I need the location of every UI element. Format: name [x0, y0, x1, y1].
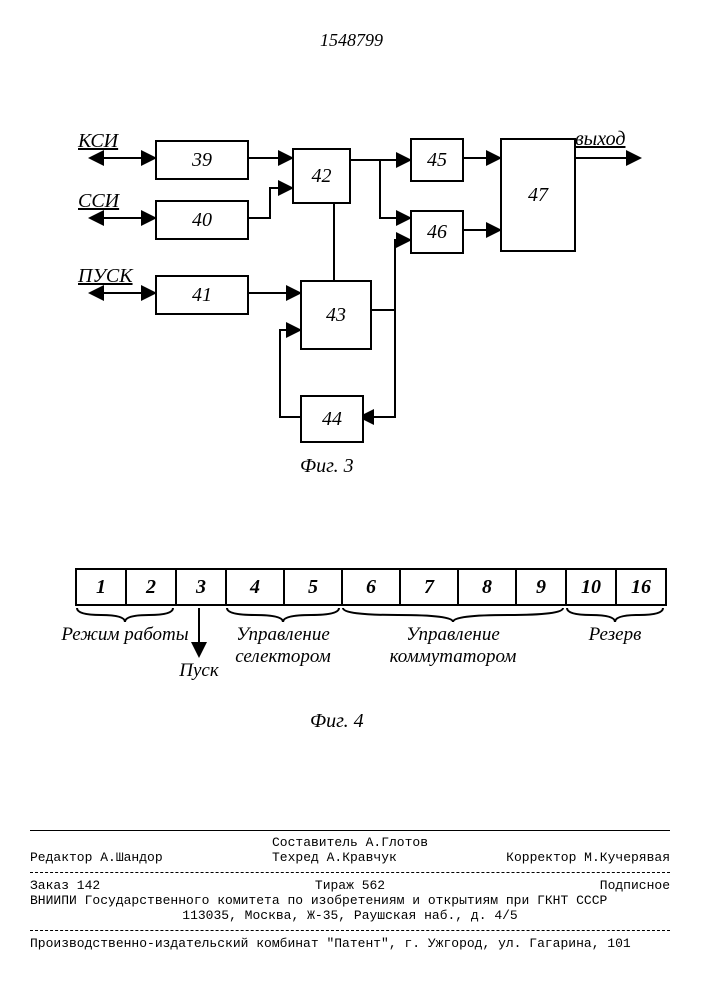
block-47: 47: [500, 138, 576, 252]
block-44: 44: [300, 395, 364, 443]
label-output: выход: [575, 128, 625, 151]
footer-rule-3: [30, 930, 670, 931]
footer-orderline: Заказ 142 Тираж 562 Подписное ВНИИПИ Гос…: [30, 878, 670, 923]
label-pusk: ПУСК: [78, 265, 133, 288]
credit-compiler: Составитель А.Глотов: [30, 835, 670, 850]
footer-rule-1: [30, 830, 670, 831]
bitcell-10: 10: [567, 570, 617, 604]
group-label: Резерв: [550, 624, 680, 646]
credit-corrector: Корректор М.Кучерявая: [506, 850, 670, 865]
bitcell-5: 5: [285, 570, 343, 604]
footer-org2: Производственно-издательский комбинат "П…: [30, 936, 670, 951]
label-ksi: КСИ: [78, 130, 118, 153]
footer-credits: Составитель А.Глотов Редактор А.Шандор Т…: [30, 835, 670, 865]
group-label: Режим работы: [60, 624, 190, 646]
block-40: 40: [155, 200, 249, 240]
doc-number: 1548799: [320, 30, 383, 51]
bitcell-7: 7: [401, 570, 459, 604]
block-39: 39: [155, 140, 249, 180]
bitcell-2: 2: [127, 570, 177, 604]
order: Заказ 142: [30, 878, 100, 893]
group-label: Управление селектором: [218, 624, 348, 668]
bitcell-16: 16: [617, 570, 665, 604]
tirage: Тираж 562: [315, 878, 385, 893]
bitcell-3: 3: [177, 570, 227, 604]
fig3-caption: Фиг. 3: [300, 455, 354, 478]
bitcell-8: 8: [459, 570, 517, 604]
bitcell-1: 1: [77, 570, 127, 604]
sub: Подписное: [600, 878, 670, 893]
fig4-bitrow: 1234567891016: [75, 568, 667, 606]
footer-rule-2: [30, 872, 670, 873]
block-42: 42: [292, 148, 351, 204]
bitcell-9: 9: [517, 570, 567, 604]
block-41: 41: [155, 275, 249, 315]
bitcell-4: 4: [227, 570, 285, 604]
group-label: Управление коммутатором: [388, 624, 518, 668]
fig4-caption: Фиг. 4: [310, 710, 364, 733]
org1: ВНИИПИ Государственного комитета по изоб…: [30, 893, 670, 908]
block-46: 46: [410, 210, 464, 254]
block-45: 45: [410, 138, 464, 182]
label-ssi: ССИ: [78, 190, 119, 213]
credit-teched: Техред А.Кравчук: [272, 850, 397, 865]
pusk-label: Пуск: [169, 660, 229, 682]
page: 1548799 КСИ ССИ ПУСК выход 3940414243444…: [0, 0, 707, 1000]
org1-addr: 113035, Москва, Ж-35, Раушская наб., д. …: [30, 908, 670, 923]
bitcell-6: 6: [343, 570, 401, 604]
org2: Производственно-издательский комбинат "П…: [30, 936, 670, 951]
credit-editor: Редактор А.Шандор: [30, 850, 163, 865]
block-43: 43: [300, 280, 372, 350]
